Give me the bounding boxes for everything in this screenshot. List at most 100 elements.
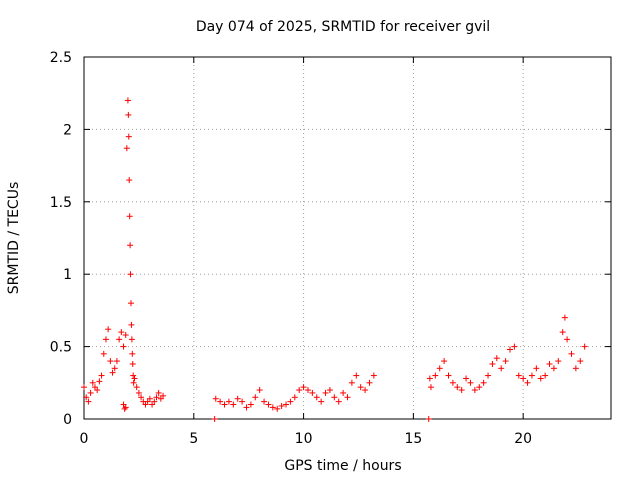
data-points: [81, 97, 588, 422]
data-point: [555, 358, 562, 365]
data-point: [217, 398, 224, 405]
data-point: [533, 365, 540, 372]
data-point: [559, 329, 566, 336]
data-point: [340, 389, 347, 396]
data-point: [247, 401, 254, 408]
data-point: [225, 398, 232, 405]
data-point: [537, 375, 544, 382]
data-point: [511, 343, 518, 350]
data-point: [105, 326, 112, 333]
data-point: [362, 387, 369, 394]
data-point: [234, 395, 241, 402]
data-point: [304, 387, 311, 394]
data-point: [107, 358, 114, 365]
data-point: [577, 358, 584, 365]
data-point: [211, 416, 218, 422]
data-point: [98, 372, 105, 379]
data-point: [278, 402, 285, 409]
data-point: [287, 398, 294, 405]
y-tick-label: 2: [63, 122, 72, 138]
data-point: [274, 405, 281, 412]
y-tick-label: 1: [63, 267, 72, 283]
data-point: [83, 394, 90, 401]
x-tick-label: 0: [80, 431, 89, 447]
grid: [84, 57, 611, 419]
data-point: [467, 379, 474, 386]
data-point: [111, 365, 118, 372]
data-point: [546, 360, 553, 367]
data-point: [261, 398, 268, 405]
data-point: [87, 389, 94, 396]
data-point: [550, 365, 557, 372]
data-point: [89, 379, 96, 386]
data-point: [436, 365, 443, 372]
data-point: [542, 372, 549, 379]
x-tick-label: 5: [189, 431, 198, 447]
data-point: [127, 300, 134, 307]
data-point: [116, 336, 123, 343]
data-point: [135, 389, 142, 396]
data-point: [125, 111, 132, 118]
data-point: [335, 398, 342, 405]
data-point: [126, 213, 133, 220]
data-point: [370, 372, 377, 379]
data-point: [252, 394, 259, 401]
data-point: [502, 358, 509, 365]
data-point: [425, 416, 432, 422]
data-point: [515, 372, 522, 379]
data-point: [476, 384, 483, 391]
data-point: [243, 404, 250, 411]
data-point: [463, 375, 470, 382]
data-point: [123, 145, 130, 152]
chart-title: Day 074 of 2025, SRMTID for receiver gvi…: [196, 19, 490, 35]
data-point: [138, 394, 145, 401]
data-point: [489, 360, 496, 367]
data-point: [506, 346, 513, 353]
data-point: [100, 350, 107, 357]
data-point: [480, 379, 487, 386]
data-point: [128, 336, 135, 343]
data-point: [94, 387, 101, 394]
data-point: [128, 321, 135, 328]
y-tick-label: 1.5: [50, 195, 72, 211]
data-point: [520, 375, 527, 382]
data-point: [344, 394, 351, 401]
data-point: [296, 387, 303, 394]
data-point: [153, 394, 160, 401]
y-tick-label: 0.5: [50, 340, 72, 356]
data-point: [155, 389, 162, 396]
data-point: [300, 384, 307, 391]
data-point: [121, 405, 128, 412]
data-point: [441, 358, 448, 365]
data-point: [120, 343, 127, 350]
data-point: [432, 372, 439, 379]
data-point: [113, 358, 120, 365]
data-point: [265, 401, 272, 408]
data-point: [357, 384, 364, 391]
data-point: [102, 336, 109, 343]
data-point: [528, 372, 535, 379]
y-axis-label: SRMTID / TECUs: [6, 182, 22, 295]
data-point: [427, 384, 434, 391]
data-point: [283, 401, 290, 408]
data-point: [309, 389, 316, 396]
data-point: [146, 395, 153, 402]
data-point: [129, 360, 136, 367]
x-tick-label: 20: [514, 431, 532, 447]
data-point: [348, 379, 355, 386]
data-point: [572, 365, 579, 372]
data-point: [122, 332, 129, 339]
data-point: [85, 398, 92, 405]
data-point: [130, 372, 137, 379]
data-point: [366, 379, 373, 386]
data-point: [445, 372, 452, 379]
axis-ticks: 0 5 10 15 20 0 0.5 1 1.5 2 2.5: [50, 50, 611, 447]
data-point: [498, 365, 505, 372]
data-point: [581, 343, 588, 350]
data-point: [130, 379, 137, 386]
data-point: [331, 394, 338, 401]
data-point: [221, 401, 228, 408]
data-point: [256, 387, 263, 394]
data-point: [230, 401, 237, 408]
